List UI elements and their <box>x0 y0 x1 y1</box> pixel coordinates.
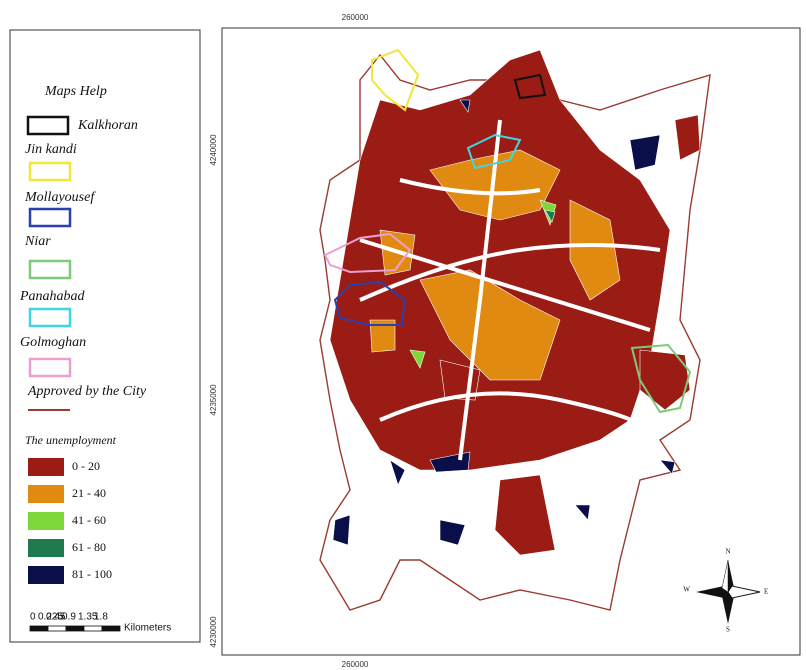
scale-unit: Kilometers <box>124 623 171 634</box>
scale-segment <box>102 626 120 631</box>
legend-label: Approved by the City <box>27 384 147 399</box>
scale-segment <box>48 626 66 631</box>
class-label: 0 - 20 <box>72 459 100 473</box>
east-label: E <box>764 588 768 596</box>
class-swatch <box>28 485 64 503</box>
west-label: W <box>683 586 690 594</box>
legend-label: Jin kandi <box>25 142 77 157</box>
class-swatch <box>28 566 64 584</box>
legend-label: Kalkhoran <box>77 118 138 133</box>
scale-segment <box>30 626 48 631</box>
north-label: N <box>725 548 730 556</box>
legend-label: Niar <box>24 234 51 249</box>
y-coord: 4230000 <box>209 616 218 648</box>
class-swatch <box>28 512 64 530</box>
south-label: S <box>726 626 730 634</box>
scale-segment <box>84 626 102 631</box>
y-coord: 4235000 <box>209 384 218 416</box>
map-figure: Maps Help The unemployment 260000 260000… <box>0 0 806 670</box>
legend-label: Golmoghan <box>20 335 86 350</box>
class-label: 41 - 60 <box>72 513 106 527</box>
scale-label: 0 <box>30 612 36 623</box>
legend-label: Panahabad <box>19 289 86 304</box>
legend-label: Mollayousef <box>24 190 96 205</box>
scale-label: 0.9 <box>62 612 76 623</box>
class-label: 21 - 40 <box>72 486 106 500</box>
x-coord: 260000 <box>342 660 369 669</box>
class-swatch <box>28 458 64 476</box>
class-swatch <box>28 539 64 557</box>
y-coord: 4240000 <box>209 134 218 166</box>
x-coord: 260000 <box>342 13 369 22</box>
legend-title: Maps Help <box>44 84 107 99</box>
class-label: 61 - 80 <box>72 540 106 554</box>
scale-label: 1.8 <box>94 612 108 623</box>
class-label: 81 - 100 <box>72 567 112 581</box>
scale-segment <box>66 626 84 631</box>
classes-title: The unemployment <box>25 433 117 447</box>
page: {"legend": {"title": "Maps Help", "bound… <box>0 0 806 670</box>
